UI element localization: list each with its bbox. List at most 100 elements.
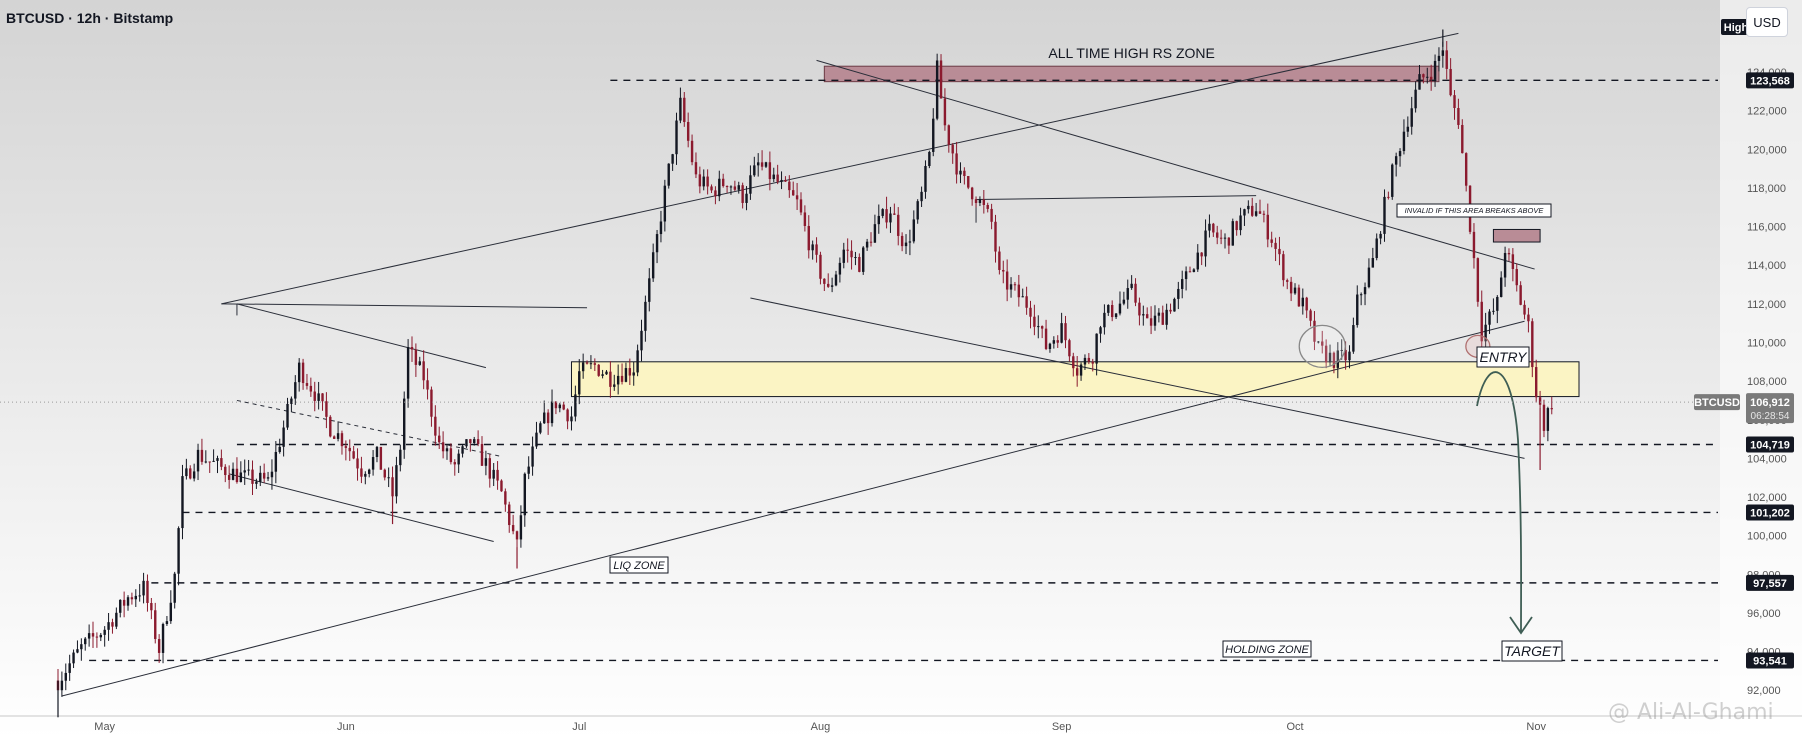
candle-body [1169,309,1172,312]
candle-body [519,515,523,540]
candle-body [694,162,698,175]
candle-body [111,622,114,627]
candle-body [589,363,593,365]
candle-body [830,285,834,287]
candle-body [1546,408,1550,431]
candle-body [1367,267,1371,288]
candle-body [1492,310,1495,312]
current-price-box [1746,393,1794,424]
candle-body [1052,340,1056,344]
candle-body [511,525,515,532]
candle-body [562,404,565,410]
candle-body [1336,350,1340,368]
candle-body [1523,304,1526,315]
candle-body [710,186,713,191]
candle-body [792,190,795,196]
candle-body [978,199,982,203]
candle-body [523,473,527,516]
candle-body [325,401,328,417]
candle-body [632,372,635,376]
candle-body [294,382,297,399]
candle-body [1021,296,1024,298]
candle-body [95,636,99,638]
y-tick-label: 110,000 [1747,337,1786,349]
candle-body [881,209,884,216]
candle-body [410,347,414,350]
candle-body [142,580,145,596]
candle-body [1499,277,1503,297]
candle-body [788,181,791,191]
x-tick-label: Jul [572,721,586,733]
candle-body [636,350,639,373]
candle-body [605,371,608,375]
candle-body [438,435,441,443]
candle-body [616,375,620,385]
candle-body [527,466,530,474]
candle-body [1165,309,1168,325]
candle-body [900,235,904,247]
candle-body [1157,312,1161,316]
x-tick-label: May [94,721,115,733]
candle-body [161,624,165,653]
candle-body [1297,287,1301,307]
candle-body [126,597,130,606]
candle-body [480,443,484,466]
candle-body [764,162,768,167]
candle-body [375,446,379,458]
candle-body [371,457,375,470]
candle-body [1464,153,1468,186]
candle-body [1519,285,1522,305]
y-tick-label: 96,000 [1747,608,1781,620]
candle-body [1114,313,1118,318]
candle-body [243,470,246,473]
candle-body [247,469,250,471]
candle-body [1095,333,1098,364]
candle-body [873,224,877,243]
candle-body [877,215,880,225]
candle-body [212,460,215,462]
candle-body [924,165,927,192]
candle-body [1149,318,1153,326]
candle-body [539,423,542,433]
candle-body [1266,214,1269,240]
candle-body [780,179,783,182]
candle-body [1161,312,1164,325]
candle-body [943,98,947,126]
candle-body [426,380,429,390]
candle-body [488,458,491,479]
candle-body [702,176,705,187]
candle-body [531,446,534,467]
candle-body [1348,351,1351,361]
candle-body [756,162,760,166]
symbol-badge-text: BTCUSD [1694,397,1740,409]
candle-body [737,185,740,190]
y-tick-label: 112,000 [1747,299,1786,311]
currency-button[interactable]: USD [1746,7,1788,37]
candle-body [216,458,219,461]
candle-body [317,393,320,401]
candle-body [1402,131,1406,152]
high-badge: High [1721,19,1751,35]
level-badge-box [1746,504,1794,521]
candle-body [1048,343,1052,349]
candle-body [1270,239,1273,243]
candle-body [406,347,410,399]
range-top-line [976,195,1257,201]
candle-body [916,201,919,220]
candle-body [729,186,733,188]
candle-body [286,403,289,428]
target-label-box [1501,640,1563,662]
candle-body [208,461,211,463]
candle-body [850,250,853,258]
candle-body [1118,303,1122,314]
candle-body [554,401,558,409]
candle-body [698,174,702,187]
candle-body [733,186,737,190]
candle-body [741,185,744,203]
candle-body [904,242,908,247]
candle-body [465,439,468,447]
candle-body [1476,258,1480,302]
y-tick-label: 108,000 [1747,376,1787,388]
candle-body [1247,205,1250,210]
